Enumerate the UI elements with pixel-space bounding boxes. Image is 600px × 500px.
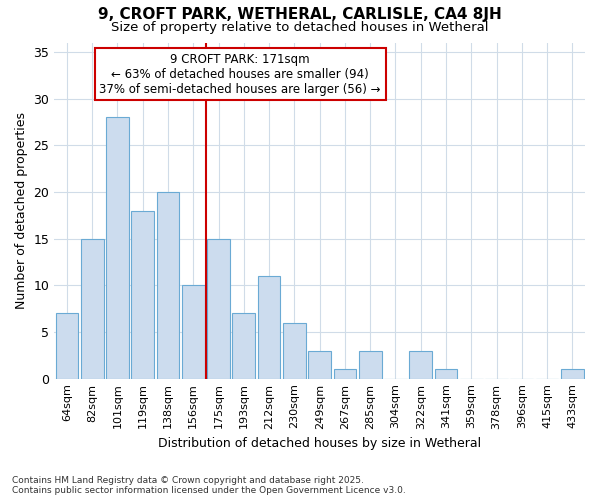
Bar: [56, 314, 78, 378]
Bar: [258, 276, 280, 378]
Bar: [308, 350, 331, 378]
Bar: [232, 314, 255, 378]
Text: 9, CROFT PARK, WETHERAL, CARLISLE, CA4 8JH: 9, CROFT PARK, WETHERAL, CARLISLE, CA4 8…: [98, 8, 502, 22]
Bar: [359, 350, 382, 378]
X-axis label: Distribution of detached houses by size in Wetheral: Distribution of detached houses by size …: [158, 437, 481, 450]
Bar: [182, 286, 205, 378]
Text: Contains HM Land Registry data © Crown copyright and database right 2025.
Contai: Contains HM Land Registry data © Crown c…: [12, 476, 406, 495]
Text: 9 CROFT PARK: 171sqm
← 63% of detached houses are smaller (94)
37% of semi-detac: 9 CROFT PARK: 171sqm ← 63% of detached h…: [99, 52, 381, 96]
Bar: [409, 350, 432, 378]
Bar: [157, 192, 179, 378]
Y-axis label: Number of detached properties: Number of detached properties: [15, 112, 28, 309]
Bar: [283, 322, 306, 378]
Bar: [334, 370, 356, 378]
Text: Size of property relative to detached houses in Wetheral: Size of property relative to detached ho…: [111, 21, 489, 34]
Bar: [434, 370, 457, 378]
Bar: [207, 238, 230, 378]
Bar: [106, 117, 129, 378]
Bar: [81, 238, 104, 378]
Bar: [131, 210, 154, 378]
Bar: [561, 370, 584, 378]
